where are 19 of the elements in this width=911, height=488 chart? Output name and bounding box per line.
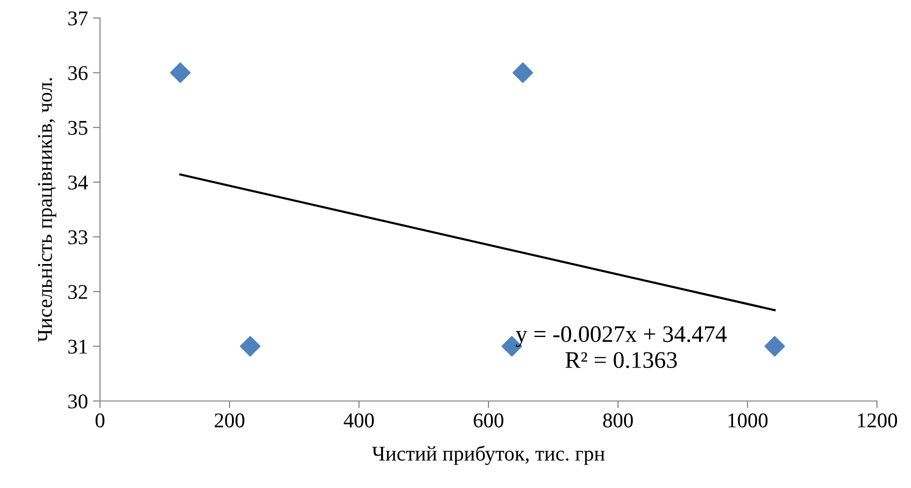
x-axis-title: Чистий прибуток, тис. грн: [372, 446, 605, 465]
x-tick-label: 800: [603, 413, 633, 428]
y-tick-label: 32: [68, 285, 88, 300]
y-tick-label: 33: [68, 230, 88, 244]
y-tick-label: 31: [68, 340, 87, 354]
y-tick-label: 30: [68, 394, 88, 408]
y-tick-label: 36: [68, 66, 88, 80]
x-tick-label: 400: [344, 413, 374, 428]
x-tick-label: 600: [474, 413, 504, 428]
x-tick-label: 0: [96, 413, 104, 428]
annotation: y = -0.0027x + 34.474: [516, 326, 727, 347]
x-tick-label: 1000: [728, 413, 768, 428]
y-tick-label: 35: [68, 120, 88, 135]
x-tick-label: 200: [214, 413, 244, 428]
y-axis-title: Чисельність працівників, чол.: [38, 78, 56, 342]
y-tick-label: 37: [68, 11, 88, 26]
x-tick-label: 1200: [858, 413, 898, 428]
annotation: R² = 0.1363: [566, 352, 677, 368]
y-tick-label: 34: [68, 176, 88, 190]
